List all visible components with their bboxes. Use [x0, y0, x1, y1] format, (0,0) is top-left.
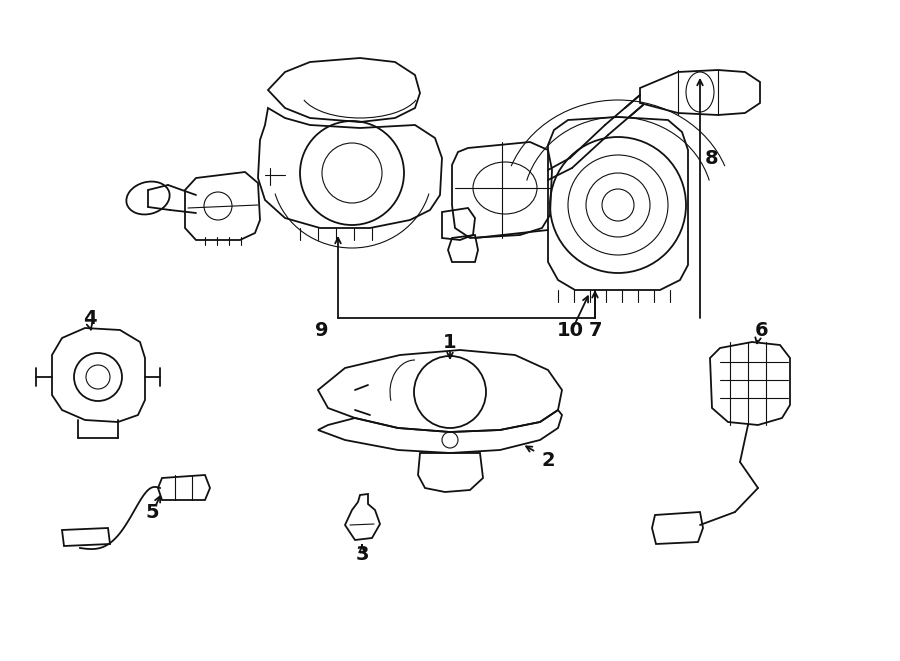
Text: 1: 1	[443, 332, 457, 352]
Text: 7: 7	[589, 321, 602, 340]
Text: 3: 3	[356, 545, 369, 564]
Text: 4: 4	[83, 309, 97, 327]
Text: 6: 6	[755, 321, 769, 340]
Text: 5: 5	[145, 502, 158, 522]
Text: 2: 2	[541, 451, 554, 469]
Text: 9: 9	[315, 321, 328, 340]
Text: 10: 10	[556, 321, 583, 340]
Text: 8: 8	[706, 149, 719, 167]
